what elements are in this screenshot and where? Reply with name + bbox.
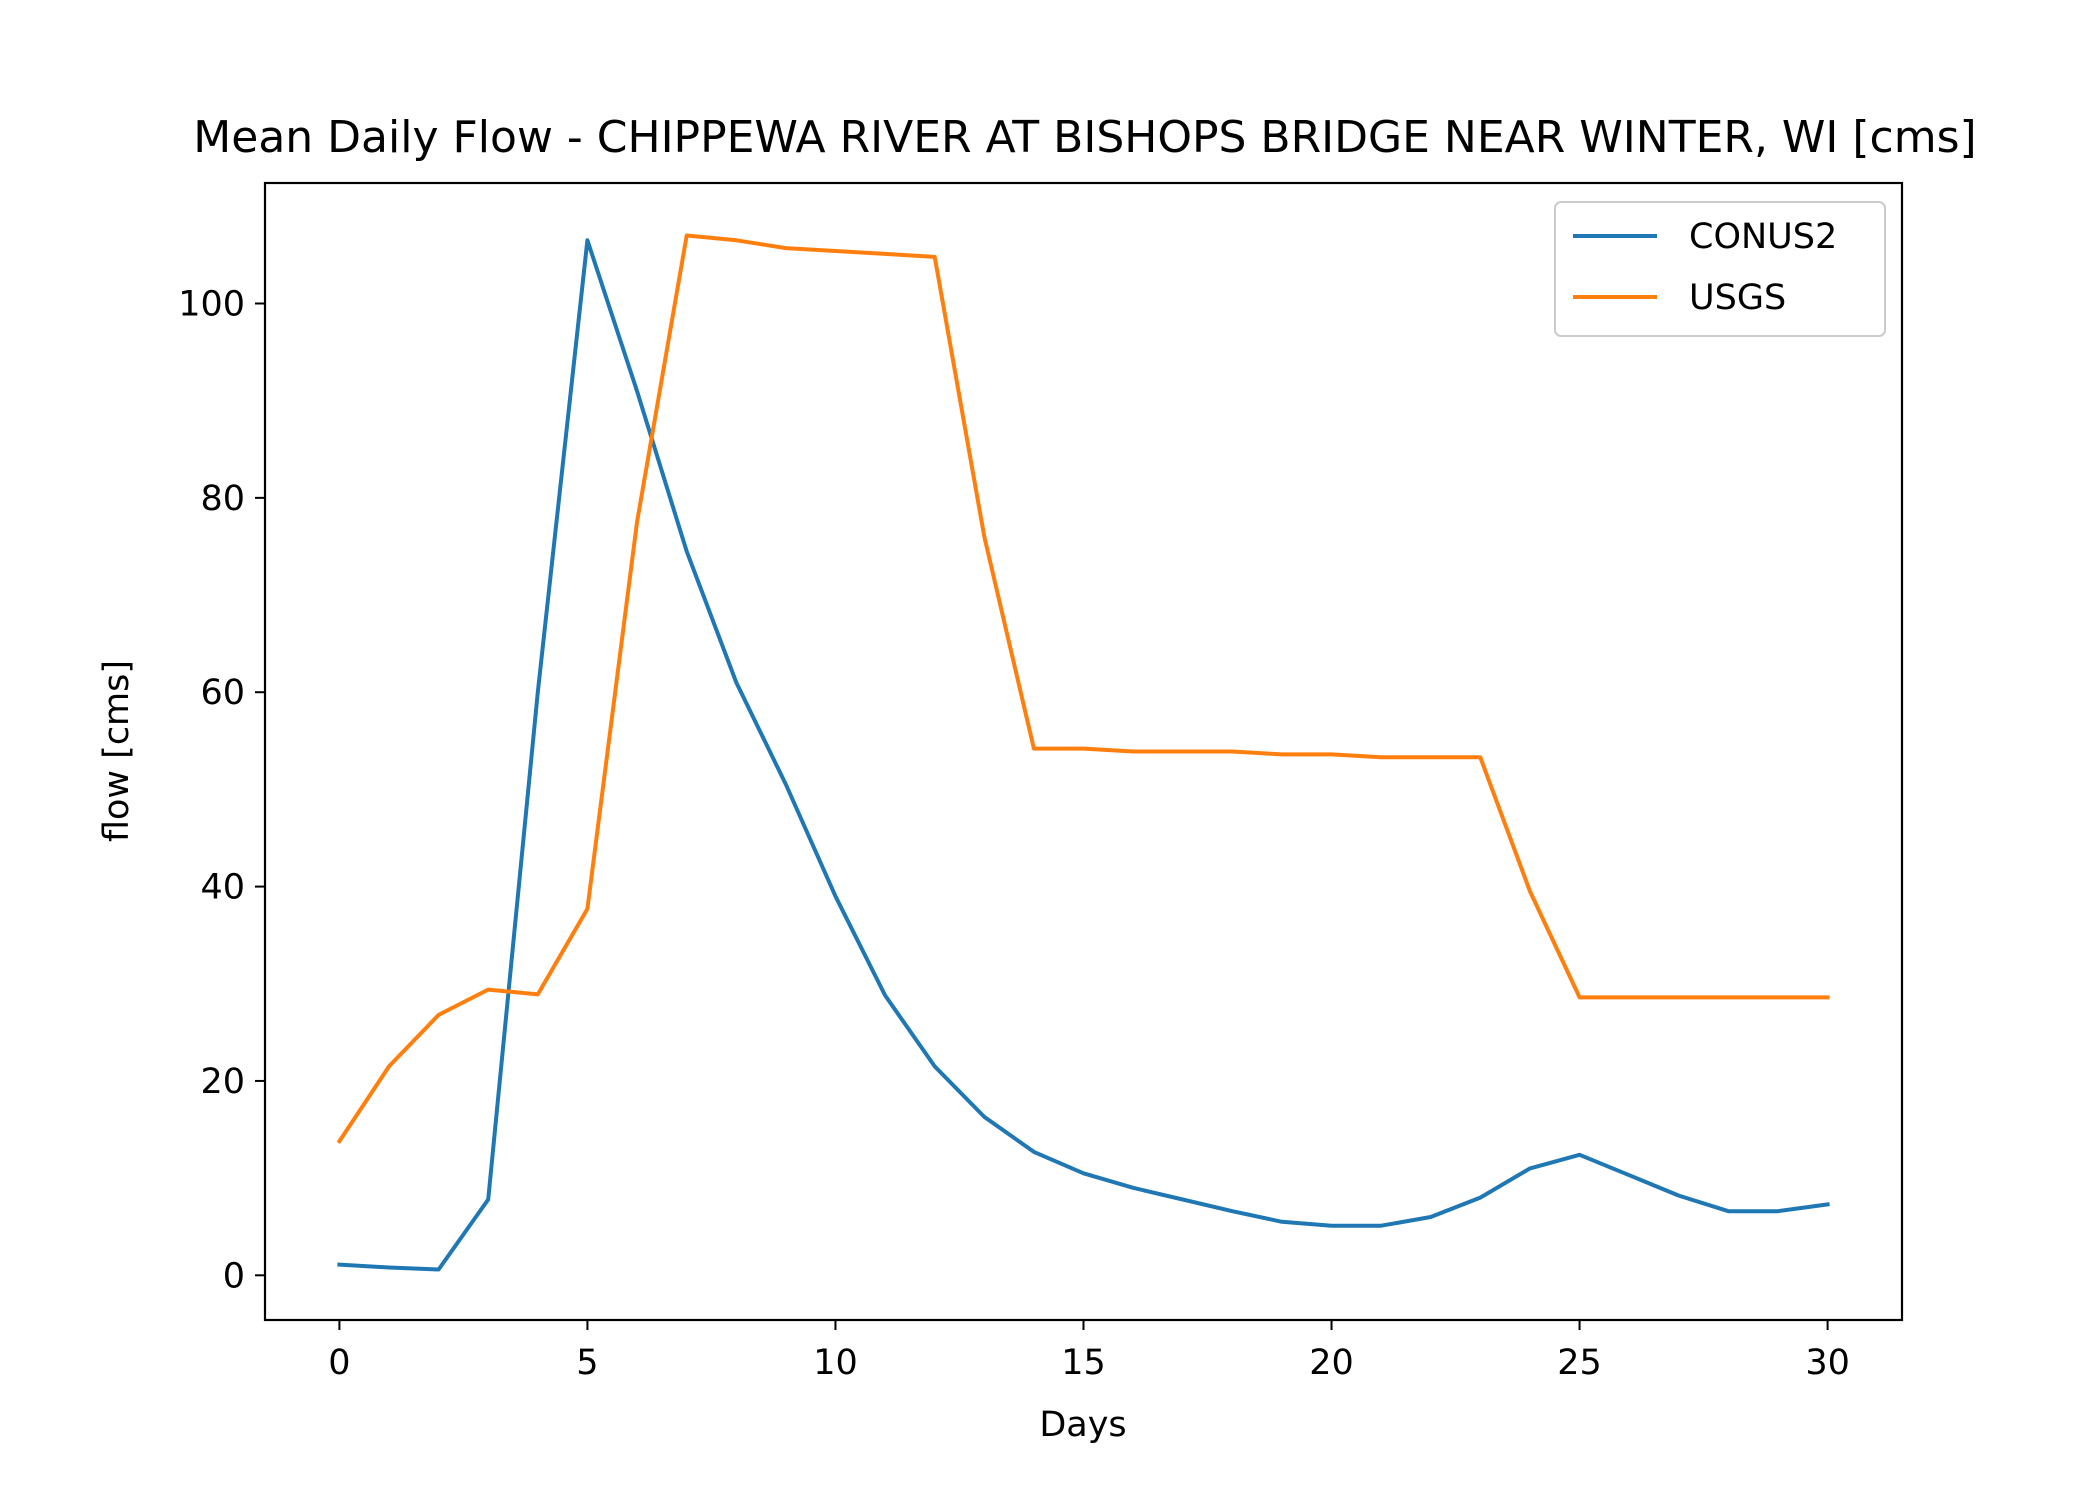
y-tick-label: 0	[223, 1256, 245, 1296]
legend-label-usgs: USGS	[1689, 278, 1786, 318]
series-line-conus2	[337, 238, 1830, 1272]
x-tick-label: 5	[576, 1343, 598, 1383]
x-axis-label: Days	[1039, 1405, 1126, 1445]
y-tick-label: 20	[200, 1062, 245, 1102]
series-lines	[336, 233, 1830, 1272]
y-axis-label: flow [cms]	[97, 660, 137, 842]
x-tick-label: 20	[1309, 1343, 1354, 1383]
legend-label-conus2: CONUS2	[1689, 217, 1837, 257]
x-tick-label: 15	[1061, 1343, 1106, 1383]
y-tick-label: 60	[200, 673, 245, 713]
y-tick-label: 40	[200, 868, 245, 908]
y-axis-ticks: 0 20 40 60 80 100	[178, 285, 265, 1296]
plot-frame	[263, 181, 1904, 1322]
y-tick-label: 80	[200, 479, 245, 519]
y-tick-label: 100	[178, 285, 245, 325]
chart-title: Mean Daily Flow - CHIPPEWA RIVER AT BISH…	[193, 112, 1976, 163]
x-tick-label: 25	[1557, 1343, 1602, 1383]
x-tick-label: 10	[813, 1343, 858, 1383]
x-tick-label: 30	[1805, 1343, 1850, 1383]
legend: CONUS2 USGS	[1554, 201, 1886, 337]
x-axis-ticks: 0 5 10 15 20 25 30	[328, 1320, 1850, 1383]
x-tick-label: 0	[328, 1343, 350, 1383]
series-line-usgs	[336, 233, 1830, 1144]
